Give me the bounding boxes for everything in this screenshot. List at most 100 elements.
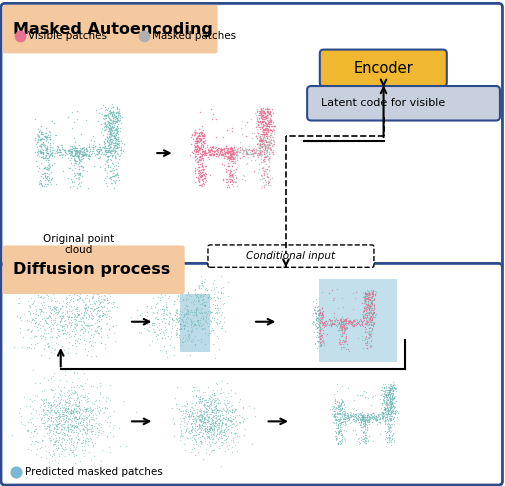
Point — [205, 329, 213, 337]
Point — [43, 144, 52, 152]
Point — [85, 312, 93, 319]
Point — [61, 445, 69, 453]
Point — [221, 168, 229, 175]
Point — [389, 386, 397, 394]
Point — [213, 406, 221, 414]
Point — [195, 298, 203, 306]
Point — [367, 316, 375, 324]
Point — [383, 416, 391, 423]
Point — [340, 315, 348, 323]
Point — [262, 114, 270, 122]
Point — [63, 412, 71, 420]
Point — [98, 150, 107, 157]
Point — [104, 117, 112, 125]
Point — [224, 148, 232, 156]
Point — [360, 413, 368, 421]
Point — [64, 421, 72, 429]
Point — [363, 295, 371, 303]
Point — [261, 119, 269, 126]
Point — [89, 427, 97, 434]
Point — [318, 320, 326, 328]
Point — [212, 431, 220, 438]
Point — [39, 153, 47, 160]
Point — [389, 407, 397, 415]
Point — [219, 431, 227, 439]
Point — [234, 411, 242, 419]
Point — [43, 149, 51, 156]
Point — [383, 383, 391, 391]
Point — [264, 139, 272, 146]
Point — [57, 150, 65, 158]
Point — [58, 412, 66, 420]
Point — [268, 146, 276, 154]
Point — [79, 415, 87, 423]
Point — [39, 301, 47, 309]
Point — [330, 433, 338, 440]
Point — [71, 413, 79, 421]
Point — [209, 110, 217, 118]
Point — [224, 390, 232, 398]
Point — [65, 318, 73, 326]
Point — [61, 417, 69, 424]
Point — [53, 142, 61, 150]
Point — [379, 399, 387, 407]
Point — [109, 112, 117, 120]
Point — [258, 114, 266, 122]
Point — [327, 319, 335, 327]
Point — [131, 408, 139, 416]
Point — [43, 163, 51, 171]
Point — [265, 141, 273, 149]
Point — [198, 171, 207, 178]
Point — [256, 132, 264, 140]
Point — [86, 408, 94, 416]
Point — [48, 420, 57, 428]
Point — [201, 144, 209, 152]
Point — [90, 272, 98, 279]
Point — [330, 320, 338, 328]
Point — [389, 381, 397, 388]
Point — [314, 333, 322, 341]
Point — [56, 146, 64, 154]
Point — [194, 399, 203, 406]
Text: Diffusion process: Diffusion process — [13, 262, 170, 277]
Point — [225, 173, 233, 181]
Point — [56, 312, 64, 320]
Point — [374, 410, 382, 418]
Point — [335, 438, 343, 446]
Point — [72, 421, 80, 429]
Point — [259, 125, 267, 133]
Point — [40, 129, 48, 137]
Point — [105, 325, 113, 332]
Point — [343, 320, 351, 328]
Point — [382, 428, 390, 436]
Point — [67, 409, 75, 417]
Point — [75, 165, 83, 173]
Point — [40, 411, 48, 419]
Point — [89, 132, 97, 139]
Point — [335, 321, 343, 329]
Point — [85, 411, 93, 418]
Point — [212, 429, 220, 436]
Point — [262, 149, 270, 157]
Point — [363, 301, 371, 309]
Point — [113, 111, 121, 119]
Point — [196, 292, 204, 299]
Point — [337, 417, 345, 425]
Point — [152, 331, 160, 339]
Point — [70, 421, 78, 429]
Point — [358, 308, 366, 316]
Point — [257, 147, 265, 155]
Point — [62, 377, 70, 385]
Point — [257, 123, 265, 131]
Point — [153, 330, 161, 338]
Point — [360, 421, 368, 429]
Point — [75, 399, 83, 406]
Point — [106, 128, 114, 136]
Point — [262, 145, 270, 153]
Point — [206, 327, 214, 335]
Point — [352, 416, 361, 423]
Point — [349, 409, 357, 417]
Point — [205, 422, 213, 430]
Point — [312, 324, 320, 332]
Point — [196, 408, 204, 416]
